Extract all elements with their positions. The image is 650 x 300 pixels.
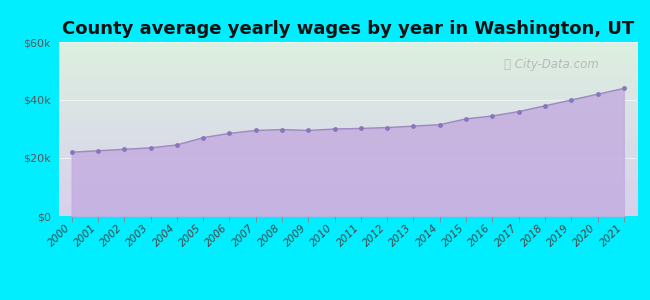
- Text: ⓘ City-Data.com: ⓘ City-Data.com: [504, 58, 599, 71]
- Title: County average yearly wages by year in Washington, UT: County average yearly wages by year in W…: [62, 20, 634, 38]
